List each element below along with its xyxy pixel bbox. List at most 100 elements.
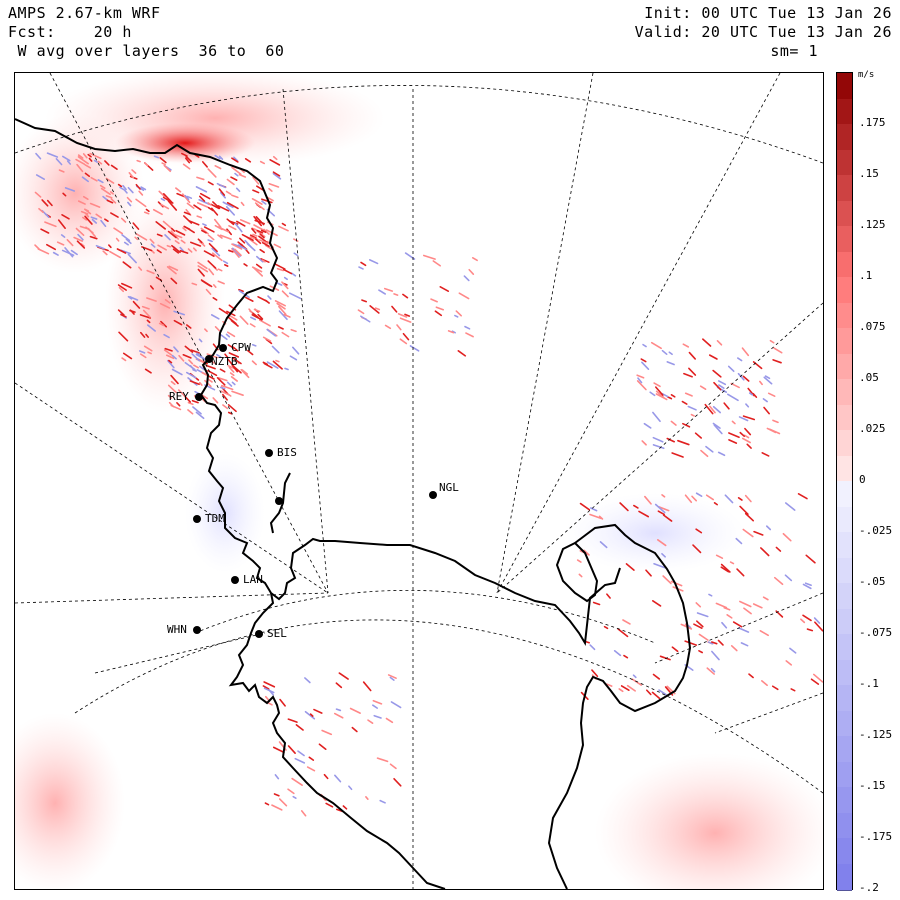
terrain-noise-streak xyxy=(118,331,129,342)
terrain-noise-streak xyxy=(187,409,194,415)
terrain-noise-streak xyxy=(90,176,98,182)
terrain-noise-streak xyxy=(281,281,289,290)
terrain-noise-streak xyxy=(399,317,412,323)
terrain-noise-streak xyxy=(765,525,772,531)
terrain-noise-streak xyxy=(73,236,84,242)
terrain-noise-streak xyxy=(105,177,115,184)
terrain-noise-streak xyxy=(785,660,793,666)
terrain-noise-streak xyxy=(256,229,264,234)
terrain-noise-streak xyxy=(75,227,85,237)
terrain-noise-streak xyxy=(170,380,176,386)
terrain-noise-streak xyxy=(207,168,217,178)
terrain-noise-streak xyxy=(224,264,229,267)
terrain-noise-streak xyxy=(661,494,666,498)
terrain-noise-streak xyxy=(662,575,672,585)
terrain-noise-streak xyxy=(158,190,166,198)
terrain-noise-streak xyxy=(712,405,721,414)
colorbar-segment xyxy=(837,277,852,304)
terrain-noise-streak xyxy=(248,308,253,314)
terrain-noise-streak xyxy=(707,641,714,645)
terrain-noise-streak xyxy=(97,160,103,165)
terrain-noise-streak xyxy=(252,266,263,277)
terrain-noise-streak xyxy=(222,393,228,401)
colorbar-segment xyxy=(837,761,852,789)
terrain-noise-streak xyxy=(468,268,475,275)
terrain-noise-streak xyxy=(76,163,84,173)
terrain-noise-streak xyxy=(46,199,53,207)
terrain-noise-streak xyxy=(156,249,162,254)
terrain-noise-streak xyxy=(735,537,743,545)
terrain-noise-streak xyxy=(170,374,179,385)
terrain-noise-streak xyxy=(764,375,771,380)
colorbar-tick-label: -.025 xyxy=(859,524,893,537)
terrain-noise-streak xyxy=(718,384,725,390)
station-label-sel: SEL xyxy=(267,627,287,640)
terrain-noise-streak xyxy=(250,316,257,321)
terrain-noise-streak xyxy=(157,244,167,251)
terrain-noise-streak xyxy=(220,384,234,391)
terrain-noise-streak xyxy=(383,287,394,292)
terrain-noise-streak xyxy=(217,226,229,233)
terrain-noise-streak xyxy=(208,242,218,253)
terrain-noise-streak xyxy=(110,164,118,170)
terrain-noise-streak xyxy=(117,183,123,188)
terrain-noise-streak xyxy=(171,368,183,376)
terrain-noise-streak xyxy=(252,233,258,237)
terrain-noise-streak xyxy=(671,646,679,653)
terrain-noise-streak xyxy=(784,502,796,511)
terrain-noise-streak xyxy=(729,561,735,565)
terrain-noise-streak xyxy=(202,223,207,227)
terrain-noise-streak xyxy=(622,619,631,625)
colorbar-segment xyxy=(837,557,852,585)
terrain-noise-streak xyxy=(268,182,280,188)
terrain-noise-streak xyxy=(149,285,154,290)
terrain-noise-streak xyxy=(670,580,683,587)
terrain-noise-streak xyxy=(108,244,112,249)
terrain-noise-streak xyxy=(281,290,289,298)
terrain-noise-streak xyxy=(97,179,104,184)
colorbar-segment xyxy=(837,302,852,330)
terrain-noise-streak xyxy=(212,284,217,288)
terrain-noise-streak xyxy=(234,222,243,233)
terrain-noise-streak xyxy=(122,261,132,269)
terrain-noise-streak xyxy=(772,419,779,424)
terrain-noise-streak xyxy=(168,359,173,364)
terrain-noise-streak xyxy=(197,238,203,244)
colorbar-segment xyxy=(837,353,852,381)
terrain-noise-streak xyxy=(633,504,639,509)
terrain-noise-streak xyxy=(266,361,279,369)
terrain-noise-streak xyxy=(255,263,263,269)
terrain-noise-streak xyxy=(813,617,821,624)
terrain-noise-streak xyxy=(342,805,348,810)
terrain-noise-streak xyxy=(226,381,233,387)
terrain-noise-streak xyxy=(266,328,277,337)
terrain-noise-streak xyxy=(163,333,170,339)
terrain-noise-streak xyxy=(90,216,98,220)
terrain-noise-streak xyxy=(690,413,695,417)
terrain-noise-streak xyxy=(253,224,265,232)
terrain-noise-streak xyxy=(666,437,676,443)
terrain-noise-streak xyxy=(739,431,746,437)
terrain-noise-streak xyxy=(196,176,205,181)
terrain-noise-streak xyxy=(214,165,222,170)
terrain-noise-streak xyxy=(650,341,662,350)
terrain-noise-streak xyxy=(769,339,775,344)
terrain-noise-streak xyxy=(245,296,254,302)
terrain-noise-streak xyxy=(83,208,92,215)
terrain-noise-streak xyxy=(287,718,298,723)
terrain-noise-streak xyxy=(146,269,155,275)
terrain-noise-streak xyxy=(742,375,750,382)
terrain-noise-streak xyxy=(195,186,208,193)
terrain-noise-streak xyxy=(813,673,823,683)
terrain-noise-streak xyxy=(132,222,140,230)
terrain-noise-streak xyxy=(105,195,113,199)
terrain-noise-streak xyxy=(636,380,647,391)
terrain-noise-streak xyxy=(140,186,147,191)
terrain-noise-streak xyxy=(216,377,226,386)
terrain-noise-streak xyxy=(118,286,125,293)
terrain-noise-streak xyxy=(231,166,242,176)
terrain-noise-streak xyxy=(211,207,219,216)
terrain-noise-streak xyxy=(736,568,745,577)
colorbar xyxy=(836,72,853,891)
terrain-noise-streak xyxy=(393,777,402,787)
